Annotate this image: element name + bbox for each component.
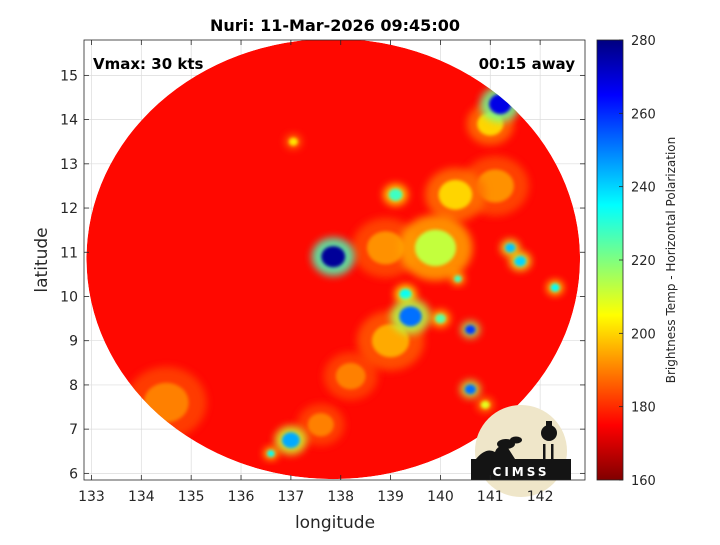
brightness-feature [460, 380, 481, 399]
brightness-feature [323, 352, 378, 400]
colorbar-tick-label: 200 [631, 327, 656, 342]
y-tick-label: 8 [69, 378, 78, 394]
x-tick-label: 139 [377, 489, 404, 505]
y-tick-label: 9 [69, 334, 78, 350]
y-tick-label: 6 [69, 466, 78, 482]
x-tick-label: 141 [477, 489, 504, 505]
colorbar-tick-label: 180 [631, 401, 656, 416]
colorbar-tick-label: 280 [631, 34, 656, 49]
y-axis-ticks: 6 7 8 9 10 11 12 13 14 15 [60, 68, 585, 482]
brightness-feature [297, 403, 345, 446]
brightness-feature [425, 167, 486, 222]
brightness-feature [351, 217, 420, 278]
brightness-feature [264, 447, 278, 460]
x-axis-label: longitude [295, 513, 375, 533]
y-tick-label: 15 [60, 68, 78, 84]
y-tick-label: 7 [69, 422, 78, 438]
x-tick-label: 134 [128, 489, 155, 505]
colorbar-ticks: 160 180 200 220 240 260 280 [619, 34, 656, 489]
brightness-feature [311, 237, 355, 276]
brightness-feature [547, 280, 564, 295]
brightness-feature [274, 425, 308, 455]
colorbar-tick-label: 260 [631, 107, 656, 122]
x-tick-label: 133 [78, 489, 105, 505]
x-tick-label: 135 [178, 489, 205, 505]
brightness-feature [285, 134, 302, 149]
x-tick-label: 137 [278, 489, 305, 505]
brightness-feature [477, 397, 494, 412]
brightness-feature [500, 239, 520, 257]
x-tick-label: 140 [427, 489, 454, 505]
vmax-annotation: Vmax: 30 kts [93, 55, 203, 73]
logo-text: CIMSS [493, 465, 550, 479]
y-tick-label: 10 [60, 289, 78, 305]
brightness-feature [383, 184, 408, 206]
colorbar-label: Brightness Temp - Horizontal Polarizatio… [664, 137, 678, 384]
brightness-feature [460, 321, 480, 339]
y-tick-label: 14 [60, 113, 78, 129]
colorbar-tick-label: 160 [631, 474, 656, 489]
x-tick-label: 142 [527, 489, 554, 505]
x-tick-label: 138 [327, 489, 354, 505]
colorbar-tick-label: 240 [631, 181, 656, 196]
colorbar-tick-label: 220 [631, 254, 656, 269]
y-axis-label: latitude [32, 227, 52, 292]
y-tick-label: 13 [60, 157, 78, 173]
y-tick-label: 11 [60, 245, 78, 261]
brightness-feature [398, 215, 473, 281]
brightness-feature [431, 310, 450, 327]
x-axis-ticks: 133 134 135 136 137 138 139 140 141 142 [78, 40, 554, 505]
cimss-logo: CIMSS [471, 405, 571, 497]
chart-title: Nuri: 11-Mar-2026 09:45:00 [210, 16, 460, 35]
brightness-feature [451, 272, 465, 285]
x-tick-label: 136 [228, 489, 255, 505]
time-away-annotation: 00:15 away [479, 55, 576, 73]
plot-frame [83, 39, 586, 481]
brightness-feature [509, 251, 531, 271]
y-tick-label: 12 [60, 201, 78, 217]
colorbar [596, 39, 624, 481]
brightness-feature [390, 298, 431, 335]
swath-layer [86, 40, 581, 480]
